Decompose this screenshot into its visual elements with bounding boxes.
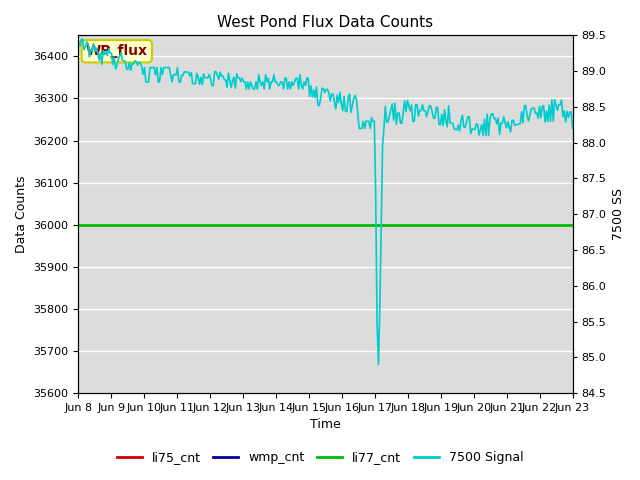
X-axis label: Time: Time <box>310 419 341 432</box>
Legend: li75_cnt, wmp_cnt, li77_cnt, 7500 Signal: li75_cnt, wmp_cnt, li77_cnt, 7500 Signal <box>112 446 528 469</box>
Y-axis label: Data Counts: Data Counts <box>15 176 28 253</box>
Text: WP_flux: WP_flux <box>86 44 148 58</box>
Title: West Pond Flux Data Counts: West Pond Flux Data Counts <box>218 15 433 30</box>
Y-axis label: 7500 SS: 7500 SS <box>612 188 625 240</box>
